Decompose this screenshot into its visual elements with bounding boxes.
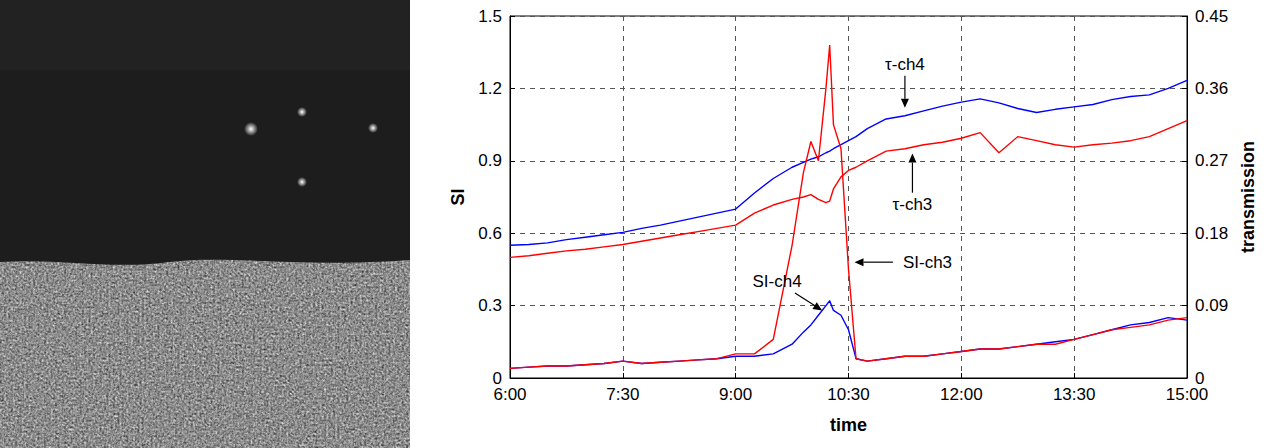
svg-text:13:30: 13:30 <box>1053 385 1096 404</box>
svg-text:9:00: 9:00 <box>719 385 752 404</box>
svg-text:0.09: 0.09 <box>1195 296 1228 315</box>
svg-text:1.2: 1.2 <box>478 79 502 98</box>
svg-text:12:00: 12:00 <box>940 385 983 404</box>
svg-text:0.45: 0.45 <box>1195 7 1228 26</box>
svg-text:transmission: transmission <box>1238 141 1258 253</box>
svg-text:τ-ch3: τ-ch3 <box>893 195 933 214</box>
svg-text:time: time <box>830 415 867 435</box>
svg-text:0.6: 0.6 <box>478 224 502 243</box>
svg-text:0.36: 0.36 <box>1195 79 1228 98</box>
svg-text:τ-ch4: τ-ch4 <box>885 55 925 74</box>
svg-text:0: 0 <box>492 368 502 388</box>
svg-text:7:30: 7:30 <box>606 385 639 404</box>
svg-text:1.5: 1.5 <box>478 7 502 26</box>
svg-text:0.9: 0.9 <box>478 151 502 170</box>
svg-text:10:30: 10:30 <box>827 385 870 404</box>
svg-text:SI-ch3: SI-ch3 <box>903 253 952 272</box>
svg-text:0.27: 0.27 <box>1195 151 1228 170</box>
svg-text:SI-ch4: SI-ch4 <box>752 272 801 291</box>
svg-text:SI: SI <box>448 188 468 205</box>
svg-text:0.3: 0.3 <box>478 296 502 315</box>
svg-text:0: 0 <box>1195 368 1205 388</box>
svg-text:0.18: 0.18 <box>1195 224 1228 243</box>
svg-text:6:00: 6:00 <box>493 385 526 404</box>
svg-text:15:00: 15:00 <box>1166 385 1209 404</box>
